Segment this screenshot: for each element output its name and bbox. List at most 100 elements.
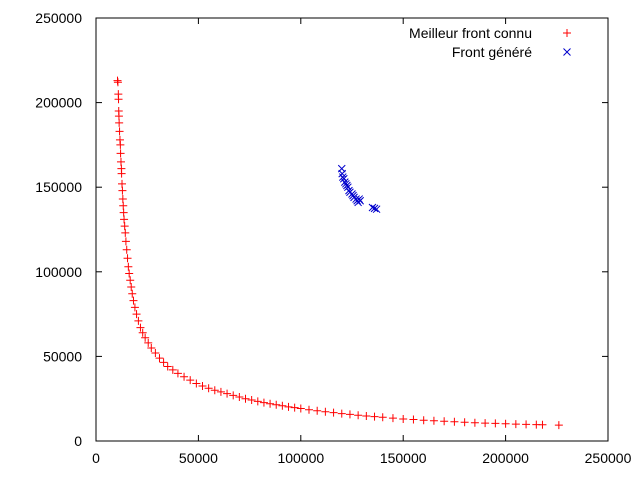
data-point-known-front	[115, 118, 124, 127]
series-known-front	[113, 76, 563, 430]
x-tick-label: 250000	[585, 450, 632, 466]
data-point-known-front	[114, 112, 123, 121]
y-tick-label: 0	[74, 433, 82, 449]
data-point-known-front	[159, 358, 168, 367]
data-point-known-front	[345, 410, 354, 419]
data-point-known-front	[118, 195, 127, 204]
data-point-generated-front	[356, 196, 365, 205]
data-point-known-front	[266, 399, 275, 408]
data-point-known-front	[272, 400, 281, 409]
data-point-known-front	[138, 328, 147, 337]
data-point-known-front	[522, 420, 531, 429]
data-point-known-front	[321, 407, 330, 416]
data-point-known-front	[121, 237, 130, 246]
data-point-generated-front	[372, 205, 381, 214]
data-point-known-front	[538, 420, 547, 429]
data-point-known-front	[124, 262, 133, 271]
data-point-known-front	[120, 215, 129, 224]
data-point-known-front	[229, 391, 238, 400]
data-point-known-front	[409, 415, 418, 424]
data-point-known-front	[192, 379, 201, 388]
data-point-known-front	[388, 414, 397, 423]
data-point-known-front	[120, 222, 129, 231]
series-generated-front	[337, 164, 381, 214]
data-point-known-front	[151, 349, 160, 358]
data-point-known-front	[122, 245, 131, 254]
data-point-known-front	[253, 397, 262, 406]
data-point-known-front	[186, 376, 195, 385]
data-point-known-front	[481, 419, 490, 428]
data-point-known-front	[116, 157, 125, 166]
axis-ticks: 0 50000 100000 150000 200000 250000 0 50000 1000…	[35, 10, 631, 466]
x-tick-label: 100000	[277, 450, 324, 466]
data-point-known-front	[278, 401, 287, 410]
data-point-known-front	[136, 323, 145, 332]
axes	[95, 17, 609, 442]
data-point-known-front	[118, 179, 127, 188]
data-points	[113, 76, 563, 430]
data-point-known-front	[116, 140, 125, 149]
data-point-known-front	[141, 333, 150, 342]
data-point-known-front	[247, 396, 256, 405]
data-point-known-front	[123, 254, 132, 263]
x-tick-label: 0	[92, 450, 100, 466]
data-point-known-front	[337, 409, 346, 418]
data-point-known-front	[259, 398, 268, 407]
data-point-known-front	[114, 95, 123, 104]
data-point-known-front	[119, 201, 128, 210]
data-point-generated-front	[370, 204, 379, 213]
data-point-known-front	[144, 338, 153, 347]
x-tick-label: 150000	[380, 450, 427, 466]
data-point-known-front	[173, 369, 182, 378]
data-point-known-front	[113, 78, 122, 87]
legend-label-known-front: Meilleur front connu	[409, 25, 532, 41]
data-point-known-front	[198, 382, 207, 391]
data-point-known-front	[155, 354, 164, 363]
data-point-known-front	[119, 208, 128, 217]
data-point-known-front	[116, 149, 125, 158]
data-point-known-front	[378, 413, 387, 422]
data-point-known-front	[134, 316, 143, 325]
data-point-known-front	[163, 362, 172, 371]
data-point-known-front	[501, 419, 510, 428]
data-point-known-front	[126, 276, 135, 285]
data-point-known-front	[129, 296, 138, 305]
data-point-known-front	[125, 269, 134, 278]
plot-border	[95, 17, 609, 442]
data-point-known-front	[296, 404, 305, 413]
data-point-known-front	[180, 372, 189, 381]
data-point-known-front	[399, 415, 408, 424]
data-point-known-front	[130, 303, 139, 312]
x-tick-label: 50000	[179, 450, 218, 466]
data-point-known-front	[362, 411, 371, 420]
data-point-known-front	[419, 416, 428, 425]
data-point-known-front	[470, 418, 479, 427]
data-point-known-front	[127, 283, 136, 292]
data-point-known-front	[354, 411, 363, 420]
data-point-known-front	[204, 384, 213, 393]
data-point-known-front	[313, 406, 322, 415]
data-point-known-front	[168, 365, 177, 374]
legend-marker-generated-front	[563, 48, 571, 56]
legend-label-generated-front: Front généré	[452, 44, 532, 60]
data-point-known-front	[115, 127, 124, 136]
data-point-known-front	[121, 228, 130, 237]
data-point-known-front	[118, 186, 127, 195]
data-point-known-front	[117, 169, 126, 178]
data-point-known-front	[132, 310, 141, 319]
data-point-known-front	[491, 419, 500, 428]
data-point-known-front	[216, 387, 225, 396]
y-tick-label: 200000	[35, 95, 82, 111]
data-point-known-front	[284, 402, 293, 411]
data-point-known-front	[147, 343, 156, 352]
y-tick-label: 50000	[43, 348, 82, 364]
data-point-known-front	[223, 389, 232, 398]
data-point-known-front	[429, 416, 438, 425]
data-point-known-front	[128, 289, 137, 298]
data-point-known-front	[511, 420, 520, 429]
y-tick-label: 100000	[35, 264, 82, 280]
data-point-known-front	[450, 417, 459, 426]
legend-marker-known-front	[563, 29, 571, 37]
